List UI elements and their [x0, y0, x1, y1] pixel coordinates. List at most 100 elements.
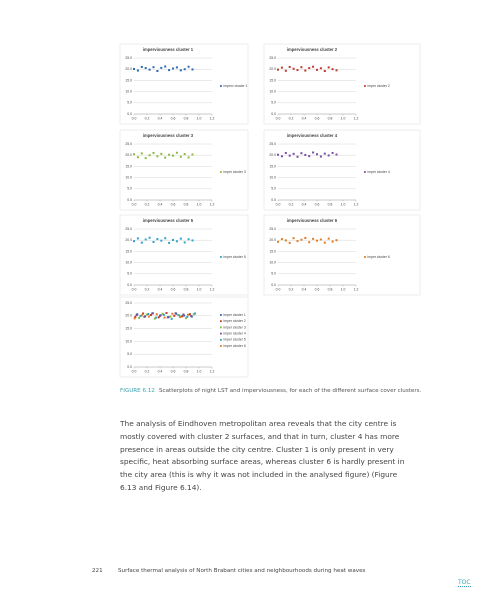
point [179, 316, 182, 319]
legend-swatch [220, 345, 222, 347]
point [165, 311, 168, 314]
chart: imperviousness cluster 1 0.0 5.0 10.0 15.0 20… [119, 43, 249, 125]
point [323, 69, 326, 72]
x-tick-label: 0.8 [184, 369, 189, 373]
point [148, 236, 151, 239]
point [192, 313, 195, 316]
toc-link[interactable]: TOC [458, 579, 471, 587]
point [168, 241, 171, 244]
x-tick-label: 0.0 [132, 202, 137, 206]
y-tick-label: 5.0 [127, 272, 132, 276]
point [144, 238, 147, 241]
y-tick-label: 10.0 [125, 260, 132, 264]
point [161, 312, 164, 315]
point [144, 67, 147, 70]
point [190, 315, 193, 318]
point [284, 239, 287, 242]
point [164, 156, 167, 159]
y-tick-label: 15.0 [125, 78, 132, 82]
x-tick-label: 0.4 [302, 116, 307, 120]
point [300, 66, 303, 69]
point [308, 67, 311, 70]
point [288, 154, 291, 157]
point [136, 69, 139, 72]
point [186, 313, 189, 316]
point [140, 152, 143, 155]
legend-label: imper cluster 5 [224, 255, 246, 259]
y-tick-label: 5.0 [127, 187, 132, 191]
x-tick-label: 0.2 [289, 202, 294, 206]
y-tick-label: 0.0 [127, 112, 132, 116]
point [187, 65, 190, 68]
legend-label: imperv cluster 1 [224, 84, 248, 88]
x-tick-label: 0.6 [315, 202, 320, 206]
point [183, 314, 186, 317]
y-tick-label: 0.0 [127, 198, 132, 202]
x-tick-label: 0.6 [171, 202, 176, 206]
x-tick-label: 0.8 [184, 202, 189, 206]
point [175, 66, 178, 69]
chart-frame [119, 129, 249, 211]
point [186, 315, 189, 318]
point [191, 239, 194, 242]
point [147, 315, 150, 318]
point [335, 153, 338, 156]
point [156, 69, 159, 72]
x-tick-label: 0.8 [328, 287, 333, 291]
legend-label: imper cluster 4 [224, 331, 246, 335]
chart-frame [263, 129, 421, 211]
point [280, 155, 283, 158]
x-tick-label: 0.2 [289, 116, 294, 120]
caption: FIGURE 6.12 Scatterplots of night LST and… [120, 388, 440, 394]
legend-swatch [220, 320, 222, 323]
y-tick-label: 15.0 [269, 78, 276, 82]
legend-swatch [220, 314, 222, 316]
point [138, 316, 141, 319]
x-tick-label: 0.2 [145, 287, 150, 291]
x-tick-label: 0.6 [171, 116, 176, 120]
point [164, 65, 167, 68]
y-tick-label: 15.0 [269, 164, 276, 168]
chart-frame [119, 214, 249, 296]
y-tick-label: 20.0 [269, 67, 276, 71]
point [172, 67, 174, 70]
y-tick-label: 20.0 [125, 67, 132, 71]
point [144, 157, 147, 160]
point [149, 314, 152, 317]
y-tick-label: 0.0 [271, 283, 276, 287]
point [157, 316, 160, 319]
point [319, 67, 322, 70]
legend-label: imper cluster 2 [368, 84, 390, 88]
point [146, 313, 148, 316]
y-tick-label: 15.0 [269, 249, 276, 253]
legend-label: imper cluster 6 [368, 255, 390, 259]
x-tick-label: 0.2 [145, 116, 150, 120]
legend-label: imper cluster 4 [368, 170, 390, 174]
chart-frame [263, 214, 421, 296]
x-tick-label: 1.2 [210, 202, 215, 206]
chart-title: imperviousness cluster 4 [287, 133, 338, 138]
point [155, 316, 158, 319]
chart-title: imperviousness cluster 6 [287, 218, 338, 223]
point [292, 67, 295, 70]
x-tick-label: 0.8 [328, 116, 333, 120]
legend-swatch [364, 171, 366, 173]
legend-label: imper cluster 3 [224, 325, 246, 329]
point [168, 153, 171, 156]
running-footer: Surface thermal analysis of North Braban… [118, 568, 366, 574]
x-tick-label: 1.2 [354, 116, 359, 120]
point [335, 239, 338, 242]
point [319, 155, 322, 158]
x-tick-label: 0.8 [328, 202, 333, 206]
point [312, 151, 315, 154]
y-tick-label: 20.0 [125, 314, 132, 318]
y-tick-label: 0.0 [127, 365, 132, 369]
x-tick-label: 0.8 [184, 287, 189, 291]
point [133, 153, 135, 156]
point [140, 65, 143, 68]
x-tick-label: 0.4 [158, 116, 163, 120]
x-tick-label: 1.0 [341, 116, 346, 120]
x-tick-label: 0.4 [158, 287, 163, 291]
y-tick-label: 20.0 [269, 238, 276, 242]
